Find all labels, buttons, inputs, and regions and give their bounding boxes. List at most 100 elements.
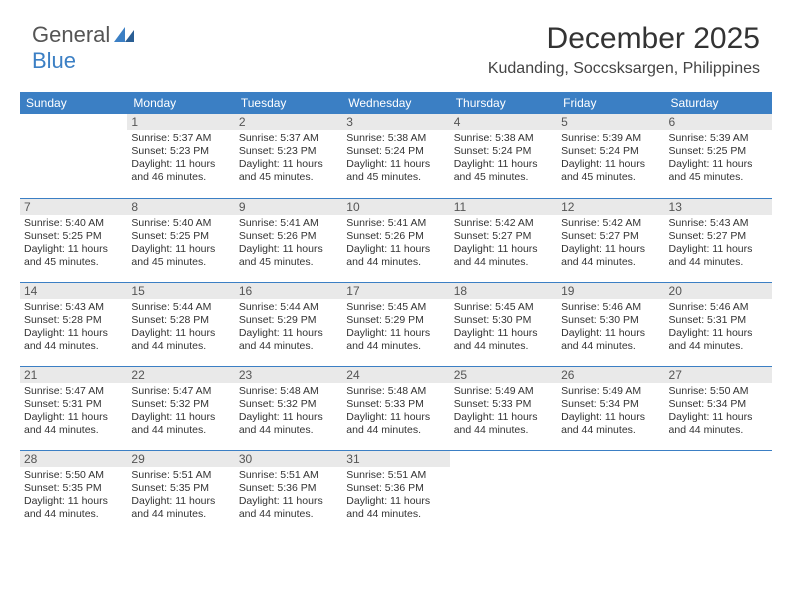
day-number: 6 <box>665 114 772 130</box>
cell-d1: Daylight: 11 hours <box>346 411 445 424</box>
cell-sunset: Sunset: 5:33 PM <box>346 398 445 411</box>
cell-sunset: Sunset: 5:26 PM <box>346 230 445 243</box>
cell-sunrise: Sunrise: 5:37 AM <box>131 132 230 145</box>
cell-sunset: Sunset: 5:23 PM <box>239 145 338 158</box>
month-title: December 2025 <box>488 22 760 56</box>
cell-d1: Daylight: 11 hours <box>454 158 553 171</box>
day-number: 27 <box>665 367 772 383</box>
cell-sunset: Sunset: 5:32 PM <box>131 398 230 411</box>
calendar-cell: 20Sunrise: 5:46 AMSunset: 5:31 PMDayligh… <box>665 282 772 366</box>
cell-d1: Daylight: 11 hours <box>669 158 768 171</box>
cell-sunrise: Sunrise: 5:49 AM <box>454 385 553 398</box>
calendar-row: 28Sunrise: 5:50 AMSunset: 5:35 PMDayligh… <box>20 450 772 534</box>
calendar-cell: 18Sunrise: 5:45 AMSunset: 5:30 PMDayligh… <box>450 282 557 366</box>
logo: General <box>32 22 138 48</box>
cell-d2: and 44 minutes. <box>669 424 768 437</box>
weekday-header: Wednesday <box>342 92 449 114</box>
cell-d1: Daylight: 11 hours <box>454 411 553 424</box>
cell-d1: Daylight: 11 hours <box>24 327 123 340</box>
cell-d2: and 44 minutes. <box>239 424 338 437</box>
cell-sunset: Sunset: 5:24 PM <box>346 145 445 158</box>
cell-d1: Daylight: 11 hours <box>131 327 230 340</box>
cell-sunrise: Sunrise: 5:48 AM <box>346 385 445 398</box>
cell-d2: and 44 minutes. <box>561 256 660 269</box>
day-number: 13 <box>665 199 772 215</box>
cell-d2: and 45 minutes. <box>454 171 553 184</box>
calendar-cell: 14Sunrise: 5:43 AMSunset: 5:28 PMDayligh… <box>20 282 127 366</box>
cell-d2: and 44 minutes. <box>669 256 768 269</box>
weekday-header: Saturday <box>665 92 772 114</box>
calendar-cell: 26Sunrise: 5:49 AMSunset: 5:34 PMDayligh… <box>557 366 664 450</box>
cell-sunrise: Sunrise: 5:51 AM <box>239 469 338 482</box>
calendar-row: 14Sunrise: 5:43 AMSunset: 5:28 PMDayligh… <box>20 282 772 366</box>
calendar-cell: 21Sunrise: 5:47 AMSunset: 5:31 PMDayligh… <box>20 366 127 450</box>
cell-sunrise: Sunrise: 5:38 AM <box>346 132 445 145</box>
cell-d2: and 44 minutes. <box>24 424 123 437</box>
logo-blue-wrap: Blue <box>32 48 76 74</box>
cell-d1: Daylight: 11 hours <box>24 411 123 424</box>
cell-d1: Daylight: 11 hours <box>669 327 768 340</box>
cell-d1: Daylight: 11 hours <box>561 158 660 171</box>
cell-d2: and 44 minutes. <box>239 508 338 521</box>
cell-sunset: Sunset: 5:28 PM <box>131 314 230 327</box>
calendar-cell: 11Sunrise: 5:42 AMSunset: 5:27 PMDayligh… <box>450 198 557 282</box>
cell-sunset: Sunset: 5:25 PM <box>669 145 768 158</box>
calendar-cell: 28Sunrise: 5:50 AMSunset: 5:35 PMDayligh… <box>20 450 127 534</box>
calendar-cell: 6Sunrise: 5:39 AMSunset: 5:25 PMDaylight… <box>665 114 772 198</box>
day-number: 2 <box>235 114 342 130</box>
cell-d2: and 44 minutes. <box>454 256 553 269</box>
cell-sunset: Sunset: 5:31 PM <box>24 398 123 411</box>
cell-d1: Daylight: 11 hours <box>346 158 445 171</box>
header: General December 2025 Kudanding, Soccsks… <box>0 0 792 82</box>
cell-d1: Daylight: 11 hours <box>239 243 338 256</box>
cell-sunrise: Sunrise: 5:41 AM <box>239 217 338 230</box>
day-number: 15 <box>127 283 234 299</box>
cell-d1: Daylight: 11 hours <box>669 243 768 256</box>
cell-sunset: Sunset: 5:24 PM <box>454 145 553 158</box>
cell-sunset: Sunset: 5:27 PM <box>669 230 768 243</box>
cell-sunrise: Sunrise: 5:37 AM <box>239 132 338 145</box>
cell-d1: Daylight: 11 hours <box>346 243 445 256</box>
cell-sunrise: Sunrise: 5:44 AM <box>239 301 338 314</box>
cell-d2: and 44 minutes. <box>131 340 230 353</box>
day-number: 23 <box>235 367 342 383</box>
cell-d1: Daylight: 11 hours <box>239 158 338 171</box>
day-number: 9 <box>235 199 342 215</box>
cell-sunrise: Sunrise: 5:43 AM <box>669 217 768 230</box>
cell-d1: Daylight: 11 hours <box>561 327 660 340</box>
cell-sunset: Sunset: 5:27 PM <box>454 230 553 243</box>
day-number: 11 <box>450 199 557 215</box>
logo-mark-icon <box>114 24 136 47</box>
cell-sunset: Sunset: 5:35 PM <box>131 482 230 495</box>
cell-d2: and 46 minutes. <box>131 171 230 184</box>
calendar-cell: 9Sunrise: 5:41 AMSunset: 5:26 PMDaylight… <box>235 198 342 282</box>
cell-sunrise: Sunrise: 5:40 AM <box>131 217 230 230</box>
cell-d1: Daylight: 11 hours <box>131 495 230 508</box>
cell-sunrise: Sunrise: 5:41 AM <box>346 217 445 230</box>
cell-d2: and 45 minutes. <box>24 256 123 269</box>
cell-sunset: Sunset: 5:32 PM <box>239 398 338 411</box>
weekday-header-row: Sunday Monday Tuesday Wednesday Thursday… <box>20 92 772 114</box>
cell-d2: and 44 minutes. <box>454 424 553 437</box>
day-number: 7 <box>20 199 127 215</box>
calendar-cell: 30Sunrise: 5:51 AMSunset: 5:36 PMDayligh… <box>235 450 342 534</box>
cell-d1: Daylight: 11 hours <box>239 495 338 508</box>
calendar-cell <box>665 450 772 534</box>
cell-d2: and 44 minutes. <box>346 256 445 269</box>
cell-d2: and 44 minutes. <box>561 340 660 353</box>
cell-d1: Daylight: 11 hours <box>669 411 768 424</box>
cell-d2: and 44 minutes. <box>24 508 123 521</box>
cell-sunrise: Sunrise: 5:40 AM <box>24 217 123 230</box>
day-number: 20 <box>665 283 772 299</box>
day-number: 28 <box>20 451 127 467</box>
cell-sunset: Sunset: 5:24 PM <box>561 145 660 158</box>
calendar-row: 21Sunrise: 5:47 AMSunset: 5:31 PMDayligh… <box>20 366 772 450</box>
cell-sunset: Sunset: 5:30 PM <box>454 314 553 327</box>
day-number: 26 <box>557 367 664 383</box>
calendar-cell: 8Sunrise: 5:40 AMSunset: 5:25 PMDaylight… <box>127 198 234 282</box>
calendar-cell: 22Sunrise: 5:47 AMSunset: 5:32 PMDayligh… <box>127 366 234 450</box>
day-number: 29 <box>127 451 234 467</box>
cell-sunset: Sunset: 5:28 PM <box>24 314 123 327</box>
cell-d1: Daylight: 11 hours <box>131 243 230 256</box>
cell-d2: and 44 minutes. <box>239 340 338 353</box>
